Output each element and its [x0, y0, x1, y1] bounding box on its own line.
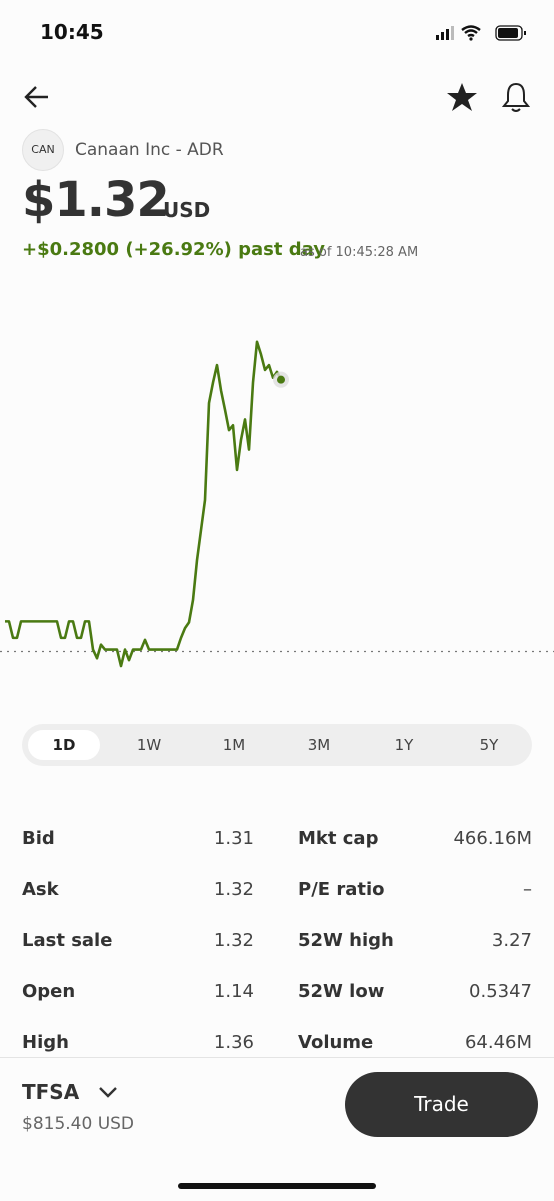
stat-value: 3.27 [491, 930, 532, 951]
range-tab[interactable]: 1D [28, 730, 100, 760]
range-tab[interactable]: 1W [136, 736, 162, 754]
stat-label: Open [22, 981, 76, 1002]
stat-label: P/E ratio [298, 879, 385, 900]
ticker-badge: CAN [22, 129, 64, 171]
price: $1.32 [22, 172, 170, 228]
currency: USD [163, 198, 211, 222]
stat-value: 1.31 [213, 828, 254, 849]
account-selector[interactable]: TFSA [22, 1080, 118, 1104]
status-time: 10:45 [40, 20, 104, 44]
stat-value: 64.46M [464, 1032, 532, 1053]
price-line [5, 340, 283, 668]
account-balance: $815.40 USD [22, 1114, 135, 1134]
company-name: Canaan Inc - ADR [75, 140, 224, 160]
stat-label: Mkt cap [298, 828, 379, 849]
stat-value: 1.14 [213, 981, 254, 1002]
home-indicator [178, 1183, 376, 1189]
stat-value: 466.16M [453, 828, 532, 849]
range-tab[interactable]: 3M [307, 736, 331, 754]
range-tab[interactable]: 1Y [394, 736, 414, 754]
stat-label: 52W high [298, 930, 394, 951]
range-tabs: 1D 1W 1M 3M 1Y 5Y [22, 724, 532, 766]
stat-label: Bid [22, 828, 55, 849]
stat-label: 52W low [298, 981, 385, 1002]
range-tab[interactable]: 1M [222, 736, 246, 754]
chevron [99, 1087, 118, 1098]
current-point [277, 375, 285, 384]
alert-bell[interactable] [502, 81, 530, 113]
stat-label: Volume [298, 1032, 374, 1053]
back-button[interactable] [24, 84, 50, 110]
stat-value: – [523, 879, 532, 900]
stat-label: Last sale [22, 930, 113, 951]
status-icons [436, 25, 526, 41]
stat-label: High [22, 1032, 69, 1053]
stat-value: 1.36 [213, 1032, 254, 1053]
stat-value: 1.32 [213, 930, 254, 951]
watchlist-star[interactable] [446, 81, 478, 113]
price-chart [0, 340, 554, 668]
account-name: TFSA [22, 1080, 80, 1104]
trade-button[interactable]: Trade [345, 1072, 538, 1137]
stat-value: 1.32 [213, 879, 254, 900]
as-of-time: as of 10:45:28 AM [300, 245, 419, 260]
stat-value: 0.5347 [469, 981, 532, 1002]
footer: TFSA $815.40 USD Trade [0, 1057, 554, 1201]
range-tab[interactable]: 5Y [479, 736, 499, 754]
price-change: +$0.2800 (+26.92%) past day [22, 239, 325, 260]
stat-label: Ask [22, 879, 59, 900]
